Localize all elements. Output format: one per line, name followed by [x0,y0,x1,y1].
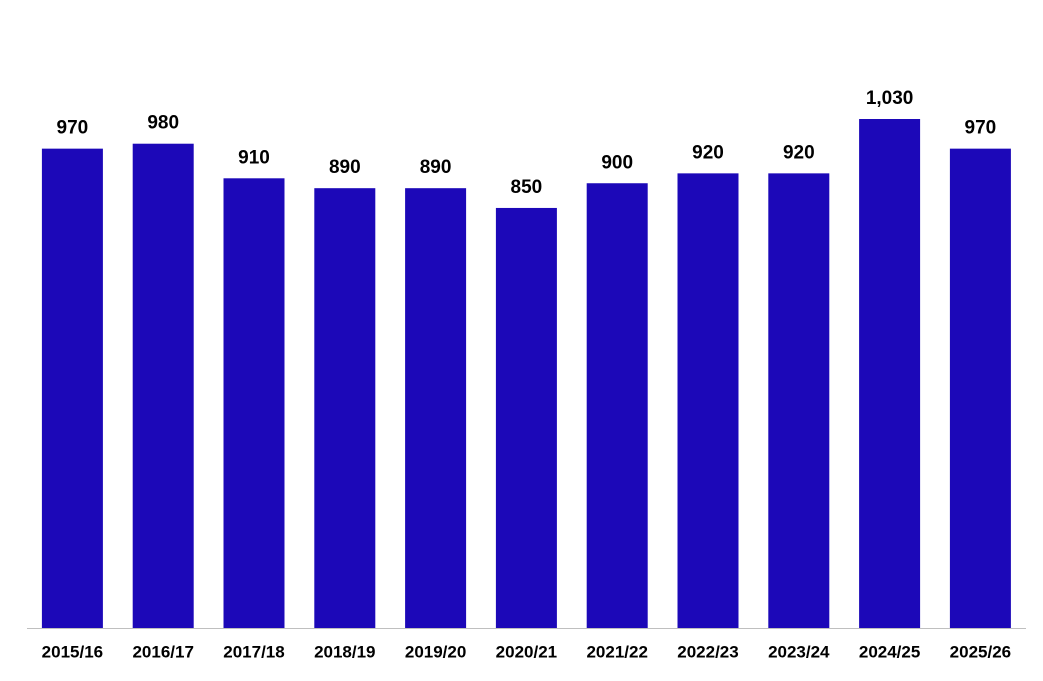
value-label: 970 [965,118,997,139]
x-tick-label: 2025/26 [950,642,1011,661]
bar [949,148,1011,628]
bar [405,188,467,629]
value-label: 900 [601,152,633,173]
value-label: 850 [511,177,543,198]
bar [223,178,285,628]
x-tick-label: 2017/18 [223,642,284,661]
value-label: 920 [692,142,724,163]
x-tick-label: 2019/20 [405,642,466,661]
x-tick-label: 2015/16 [42,642,103,661]
bar [132,143,194,628]
x-tick-label: 2022/23 [677,642,738,661]
bar [859,119,921,628]
x-tick-label: 2024/25 [859,642,920,661]
value-label: 920 [783,142,815,163]
x-tick-label: 2023/24 [768,642,830,661]
value-label: 890 [420,157,452,178]
x-tick-label: 2016/17 [132,642,193,661]
value-label: 980 [147,113,179,134]
x-tick-label: 2020/21 [496,642,557,661]
bar [314,188,376,629]
value-label: 890 [329,157,361,178]
bar [677,173,739,628]
bar [41,148,103,628]
x-tick-label: 2018/19 [314,642,375,661]
value-label: 1,030 [866,88,914,109]
bar [768,173,830,628]
value-label: 970 [57,118,89,139]
bar [495,207,557,628]
value-label: 910 [238,147,270,168]
x-tick-label: 2021/22 [586,642,647,661]
bar [586,183,648,628]
